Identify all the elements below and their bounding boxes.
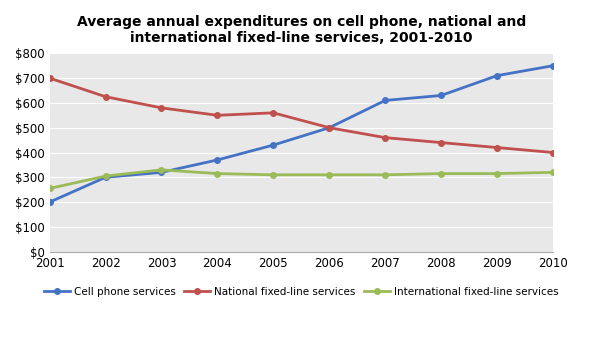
National fixed-line services: [382, 136, 389, 140]
Title: Average annual expenditures on cell phone, national and
international fixed-line: Average annual expenditures on cell phon…: [77, 15, 526, 45]
Cell phone services: [46, 200, 53, 204]
Line: International fixed-line services: International fixed-line services: [47, 167, 556, 191]
Cell phone services: [438, 93, 445, 98]
National fixed-line services: [550, 150, 557, 155]
National fixed-line services: [270, 111, 277, 115]
National fixed-line services: [102, 95, 109, 99]
Cell phone services: [214, 158, 221, 162]
International fixed-line services: [158, 168, 165, 172]
Legend: Cell phone services, National fixed-line services, International fixed-line serv: Cell phone services, National fixed-line…: [39, 283, 563, 301]
National fixed-line services: [214, 113, 221, 118]
Cell phone services: [270, 143, 277, 147]
National fixed-line services: [438, 141, 445, 145]
International fixed-line services: [550, 170, 557, 175]
International fixed-line services: [46, 186, 53, 190]
Cell phone services: [326, 126, 333, 130]
National fixed-line services: [46, 76, 53, 80]
National fixed-line services: [493, 145, 501, 150]
Cell phone services: [102, 175, 109, 179]
National fixed-line services: [326, 126, 333, 130]
International fixed-line services: [214, 171, 221, 176]
International fixed-line services: [102, 174, 109, 178]
International fixed-line services: [270, 173, 277, 177]
National fixed-line services: [158, 106, 165, 110]
International fixed-line services: [493, 171, 501, 176]
International fixed-line services: [326, 173, 333, 177]
International fixed-line services: [438, 171, 445, 176]
Line: National fixed-line services: National fixed-line services: [47, 75, 556, 155]
Cell phone services: [158, 170, 165, 175]
Cell phone services: [382, 98, 389, 103]
International fixed-line services: [382, 173, 389, 177]
Cell phone services: [493, 74, 501, 78]
Line: Cell phone services: Cell phone services: [47, 63, 556, 205]
Cell phone services: [550, 64, 557, 68]
